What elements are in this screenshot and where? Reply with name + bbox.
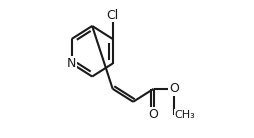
- Text: N: N: [67, 57, 76, 70]
- Text: CH₃: CH₃: [175, 110, 196, 120]
- Text: O: O: [149, 108, 158, 121]
- Text: Cl: Cl: [106, 9, 119, 22]
- Text: O: O: [169, 82, 179, 95]
